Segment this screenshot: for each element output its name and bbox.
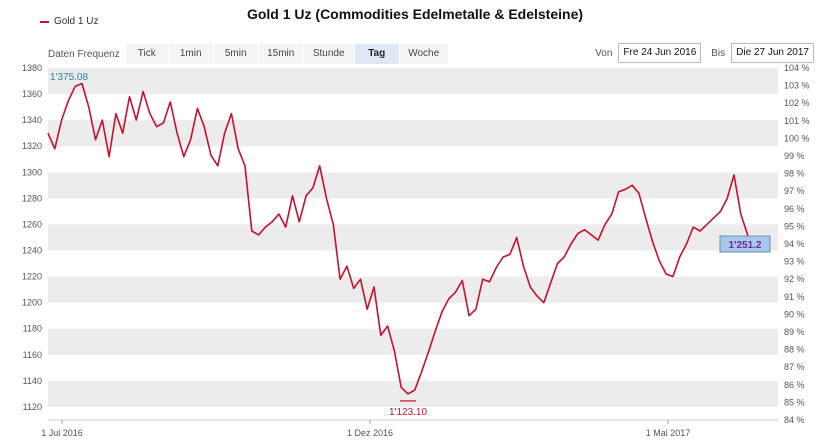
range-from-input[interactable]: Fre 24 Jun 2016	[618, 43, 702, 63]
y-tick-label: 1220	[22, 272, 42, 282]
grid-band	[48, 276, 778, 303]
y-right-tick-label: 102 %	[784, 98, 810, 108]
date-range: Von Fre 24 Jun 2016 Bis Die 27 Jun 2017	[595, 43, 820, 63]
grid-band	[48, 328, 778, 355]
y-right-tick-label: 97 %	[784, 186, 805, 196]
range-to-input[interactable]: Die 27 Jun 2017	[731, 43, 814, 63]
annotation-last-box	[719, 235, 771, 253]
y-right-tick-label: 90 %	[784, 309, 805, 319]
grid-band	[48, 380, 778, 407]
x-tick-label: 1 Dez 2016	[347, 428, 393, 438]
y-right-tick-label: 92 %	[784, 274, 805, 284]
y-right-tick-label: 86 %	[784, 380, 805, 390]
y-right-tick-label: 89 %	[784, 327, 805, 337]
y-right-tick-label: 87 %	[784, 362, 805, 372]
freq-button-woche[interactable]: Woche	[399, 44, 449, 64]
series-line-gold	[47, 82, 769, 395]
y-tick-label: 1380	[22, 63, 42, 73]
y-right-tick-label: 93 %	[784, 257, 805, 267]
x-tick-label: 1 Jul 2016	[41, 428, 83, 438]
y-tick-label: 1160	[23, 350, 42, 360]
y-right-tick-label: 96 %	[784, 204, 805, 214]
y-tick-label: 1120	[23, 402, 42, 412]
freq-button-15min[interactable]: 15min	[258, 44, 304, 64]
y-tick-label: 1360	[22, 89, 42, 99]
frequency-label: Daten Frequenz	[48, 48, 120, 60]
y-right-tick-label: 94 %	[784, 239, 805, 249]
chart-legend: Gold 1 Uz	[40, 16, 98, 27]
y-right-tick-label: 84 %	[784, 415, 805, 425]
legend-label: Gold 1 Uz	[54, 16, 99, 27]
y-right-tick-label: 101 %	[784, 116, 810, 126]
freq-button-tag[interactable]: Tag	[354, 44, 400, 64]
range-to-label: Bis	[711, 47, 726, 59]
y-right-tick-label: 99 %	[784, 151, 805, 161]
range-from-label: Von	[595, 47, 613, 59]
y-tick-label: 1260	[22, 219, 42, 229]
y-tick-label: 1140	[23, 376, 42, 386]
y-tick-label: 1200	[22, 298, 42, 308]
y-tick-label: 1300	[22, 167, 42, 177]
y-right-tick-label: 95 %	[784, 221, 805, 231]
x-tick-label: 1 Mai 2017	[646, 428, 691, 438]
y-right-tick-label: 103 %	[784, 81, 810, 91]
y-right-tick-label: 91 %	[784, 292, 805, 302]
chart-title: Gold 1 Uz (Commodities Edelmetalle & Ede…	[246, 6, 584, 22]
freq-button-stunde[interactable]: Stunde	[303, 44, 355, 64]
grid-band	[48, 224, 778, 251]
annotation-low-label: 1'123.10	[389, 407, 427, 418]
frequency-selector: Daten Frequenz Tick 1min 5min 15min Stun…	[48, 44, 449, 64]
freq-button-1min[interactable]: 1min	[168, 44, 214, 64]
grid-band	[48, 172, 778, 199]
grid-band	[48, 68, 778, 95]
y-right-tick-label: 98 %	[784, 169, 805, 179]
grid-band	[48, 120, 778, 147]
y-tick-label: 1180	[23, 324, 42, 334]
annotation-last-label: 1'251.2	[729, 240, 762, 251]
y-right-tick-label: 100 %	[784, 133, 810, 143]
y-tick-label: 1280	[22, 193, 42, 203]
y-right-tick-label: 85 %	[784, 397, 805, 407]
freq-button-5min[interactable]: 5min	[213, 44, 259, 64]
y-tick-label: 1240	[22, 246, 42, 256]
annotation-high-label: 1'375.08	[50, 72, 88, 83]
y-right-tick-label: 88 %	[784, 345, 805, 355]
y-tick-label: 1320	[22, 141, 42, 151]
legend-swatch	[40, 20, 49, 23]
freq-button-tick[interactable]: Tick	[125, 44, 169, 64]
y-tick-label: 1340	[22, 115, 42, 125]
y-right-tick-label: 104 %	[784, 63, 810, 73]
